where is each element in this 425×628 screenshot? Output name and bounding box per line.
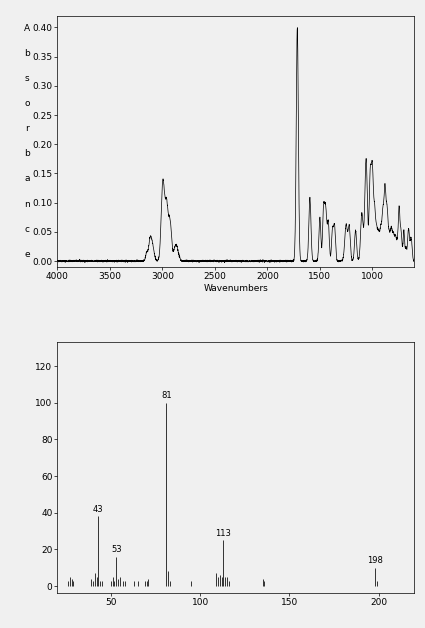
Text: 81: 81 [161,391,172,400]
Text: 198: 198 [367,556,383,565]
X-axis label: Wavenumbers: Wavenumbers [204,283,268,293]
Text: s: s [25,74,29,83]
Text: o: o [24,99,30,108]
Text: c: c [25,225,29,234]
Text: 53: 53 [111,545,122,554]
Text: n: n [24,200,30,208]
Text: b: b [24,49,30,58]
Text: 43: 43 [93,505,104,514]
Text: 113: 113 [215,529,231,538]
Text: r: r [25,124,29,133]
Text: a: a [24,175,30,183]
Text: e: e [24,250,30,259]
Text: A: A [24,24,30,33]
Text: b: b [24,149,30,158]
